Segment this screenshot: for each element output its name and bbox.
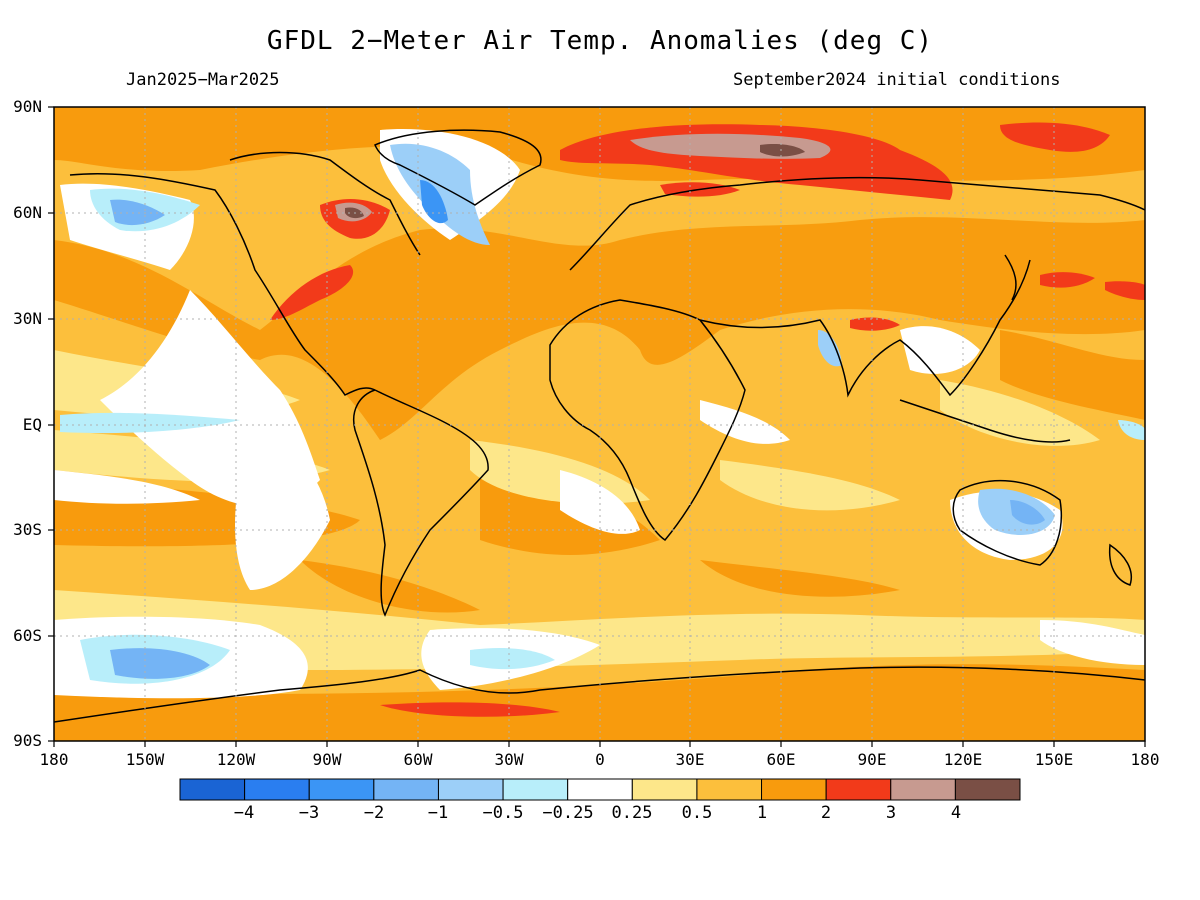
colorbar-swatch bbox=[179, 778, 246, 801]
colorbar-label: −1 bbox=[427, 803, 449, 823]
lon-label: 120W bbox=[216, 750, 256, 769]
colorbar bbox=[179, 778, 1021, 801]
lon-label: 60E bbox=[766, 750, 796, 769]
colorbar-swatch bbox=[696, 778, 763, 801]
lat-label: 90S bbox=[13, 731, 42, 750]
lon-label: 60W bbox=[403, 750, 433, 769]
colorbar-label: 3 bbox=[885, 803, 897, 823]
lon-label: 30E bbox=[675, 750, 705, 769]
colorbar-swatch bbox=[761, 778, 827, 801]
colorbar-swatch bbox=[631, 778, 698, 801]
lon-label: 90E bbox=[857, 750, 887, 769]
colorbar-label: 1 bbox=[756, 803, 768, 823]
lon-label: 150E bbox=[1034, 750, 1074, 769]
anomaly-field bbox=[54, 107, 1145, 741]
lon-label: 30W bbox=[494, 750, 524, 769]
colorbar-swatch bbox=[244, 778, 310, 801]
colorbar-swatch bbox=[954, 778, 1021, 801]
colorbar-label: 0.5 bbox=[681, 803, 713, 823]
colorbar-swatch bbox=[373, 778, 439, 801]
colorbar-label: −3 bbox=[298, 803, 320, 823]
initial-conditions: September2024 initial conditions bbox=[733, 70, 1061, 90]
colorbar-label: −4 bbox=[233, 803, 255, 823]
colorbar-label: 4 bbox=[950, 803, 962, 823]
axis-ticks bbox=[48, 106, 1146, 747]
lon-label: 120E bbox=[943, 750, 983, 769]
lat-label: 30S bbox=[13, 520, 42, 539]
colorbar-label: 0.25 bbox=[611, 803, 653, 823]
colorbar-swatch bbox=[502, 778, 569, 801]
colorbar-label: 2 bbox=[820, 803, 832, 823]
lon-label: 0 bbox=[595, 750, 605, 769]
lon-label: 180 bbox=[1130, 750, 1160, 769]
lat-label: EQ bbox=[22, 415, 42, 434]
colorbar-swatch bbox=[437, 778, 504, 801]
lat-label: 30N bbox=[13, 309, 42, 328]
lon-label: 150W bbox=[125, 750, 165, 769]
lon-label: 180 bbox=[39, 750, 69, 769]
map-title: GFDL 2−Meter Air Temp. Anomalies (deg C) bbox=[266, 26, 934, 56]
lat-label: 90N bbox=[13, 97, 42, 116]
lat-label: 60N bbox=[13, 203, 42, 222]
colorbar-swatch bbox=[825, 778, 892, 801]
colorbar-swatch bbox=[890, 778, 956, 801]
colorbar-swatch bbox=[308, 778, 375, 801]
lon-label: 90W bbox=[312, 750, 342, 769]
lat-label: 60S bbox=[13, 626, 42, 645]
valid-period: Jan2025−Mar2025 bbox=[126, 70, 280, 90]
colorbar-label: −0.25 bbox=[542, 803, 594, 823]
colorbar-label: −0.5 bbox=[482, 803, 524, 823]
coastlines bbox=[54, 129, 1145, 723]
graticule bbox=[54, 107, 1145, 741]
colorbar-swatch bbox=[567, 778, 633, 801]
colorbar-label: −2 bbox=[363, 803, 385, 823]
